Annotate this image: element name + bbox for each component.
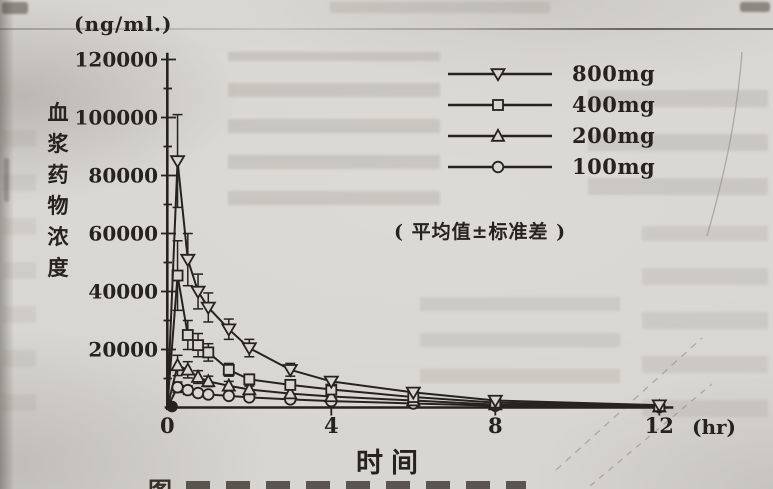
marker-square — [171, 269, 184, 282]
legend: 800mg 400mg 200mg 100mg — [446, 58, 655, 182]
marker-triangle-down — [487, 394, 504, 409]
marker-triangle-up — [170, 357, 186, 372]
legend-marker-circle — [448, 160, 552, 173]
marker-triangle-down — [241, 342, 258, 357]
legend-marker-shape-circle — [491, 160, 505, 173]
legend-marker-shape-triangle-down — [489, 67, 507, 82]
marker-square — [243, 373, 256, 386]
bleedthrough-line — [589, 383, 713, 487]
scan-edge-shadow — [0, 0, 14, 489]
marker-triangle-up — [323, 388, 339, 403]
legend-label: 400mg — [572, 92, 656, 117]
scan-smudge — [4, 158, 9, 202]
series-line-800mg — [166, 160, 661, 409]
marker-circle — [222, 389, 236, 403]
y-axis-title-char: 药 — [47, 162, 69, 187]
legend-item-400mg: 400mg — [446, 89, 655, 120]
y-axis-title: 血浆药物浓度 — [46, 101, 70, 279]
x-tick-label: 12 — [645, 413, 674, 438]
marker-circle — [181, 383, 195, 397]
legend-label: 200mg — [572, 123, 656, 148]
marker-triangle-down — [179, 253, 196, 268]
x-tick-label: 8 — [488, 413, 503, 438]
page-top-rule — [0, 28, 773, 30]
y-axis-title-char: 浓 — [47, 224, 69, 249]
x-axis-title: 时间 — [356, 448, 426, 479]
bleedthrough-line — [555, 337, 703, 471]
caption-first-char: 图 — [148, 478, 172, 489]
scan-smudge — [740, 2, 770, 12]
marker-square — [202, 346, 215, 359]
origin-dot — [166, 400, 178, 413]
marker-square — [192, 339, 204, 352]
marker-triangle-down — [651, 399, 668, 414]
scan-smudge — [2, 2, 28, 14]
y-axis-title-char: 度 — [47, 255, 69, 280]
marker-square — [181, 329, 194, 341]
legend-marker-triangle-up — [448, 127, 552, 142]
legend-label: 800mg — [572, 61, 656, 86]
marker-triangle-up — [190, 368, 206, 383]
marker-triangle-up — [241, 381, 257, 396]
legend-item-800mg: 800mg — [446, 58, 655, 89]
y-tick-label: 80000 — [88, 164, 158, 188]
y-tick-label: 20000 — [88, 338, 158, 362]
marker-triangle-up — [282, 385, 298, 400]
legend-marker-triangle-down — [448, 67, 552, 82]
marker-triangle-down — [169, 155, 186, 169]
marker-triangle-down — [405, 386, 422, 401]
legend-marker-square — [448, 98, 552, 111]
legend-marker-shape-triangle-up — [490, 127, 506, 142]
legend-marker-shape-square — [492, 98, 504, 111]
y-tick-label: 40000 — [88, 280, 158, 304]
y-axis-title-char: 物 — [47, 193, 69, 218]
marker-triangle-down — [220, 323, 237, 338]
marker-square — [222, 363, 235, 376]
marker-triangle-up — [180, 361, 196, 376]
bleedthrough-line — [706, 51, 743, 237]
y-axis-title-char: 血 — [47, 100, 69, 125]
marker-triangle-up — [200, 373, 216, 388]
x-axis-unit-label: (hr) — [692, 415, 737, 439]
series-line-400mg — [166, 274, 661, 409]
x-tick-label: 4 — [324, 413, 339, 438]
marker-triangle-up — [221, 377, 237, 392]
caption-truncated-text — [186, 481, 526, 489]
figure-caption-cutoff: 图 — [148, 478, 578, 489]
y-tick-label: 120000 — [75, 48, 159, 72]
x-tick-label: 0 — [160, 413, 175, 438]
y-tick-label: 100000 — [75, 106, 159, 130]
legend-item-200mg: 200mg — [446, 120, 655, 151]
series-800mg — [166, 113, 668, 414]
y-tick-label: 60000 — [88, 222, 158, 246]
legend-item-100mg: 100mg — [446, 151, 655, 182]
marker-circle — [191, 386, 205, 400]
marker-triangle-down — [282, 364, 299, 378]
marker-triangle-down — [323, 375, 340, 390]
mean-sd-annotation: ( 平均值±标准差 ) — [394, 221, 567, 243]
y-axis-title-char: 浆 — [47, 131, 69, 156]
series-400mg — [166, 240, 666, 412]
marker-triangle-down — [189, 285, 207, 300]
marker-square — [284, 378, 297, 391]
y-axis-unit-label: (ng/ml.) — [74, 12, 173, 36]
marker-circle — [202, 388, 215, 401]
marker-triangle-down — [200, 301, 217, 316]
legend-label: 100mg — [572, 154, 656, 179]
